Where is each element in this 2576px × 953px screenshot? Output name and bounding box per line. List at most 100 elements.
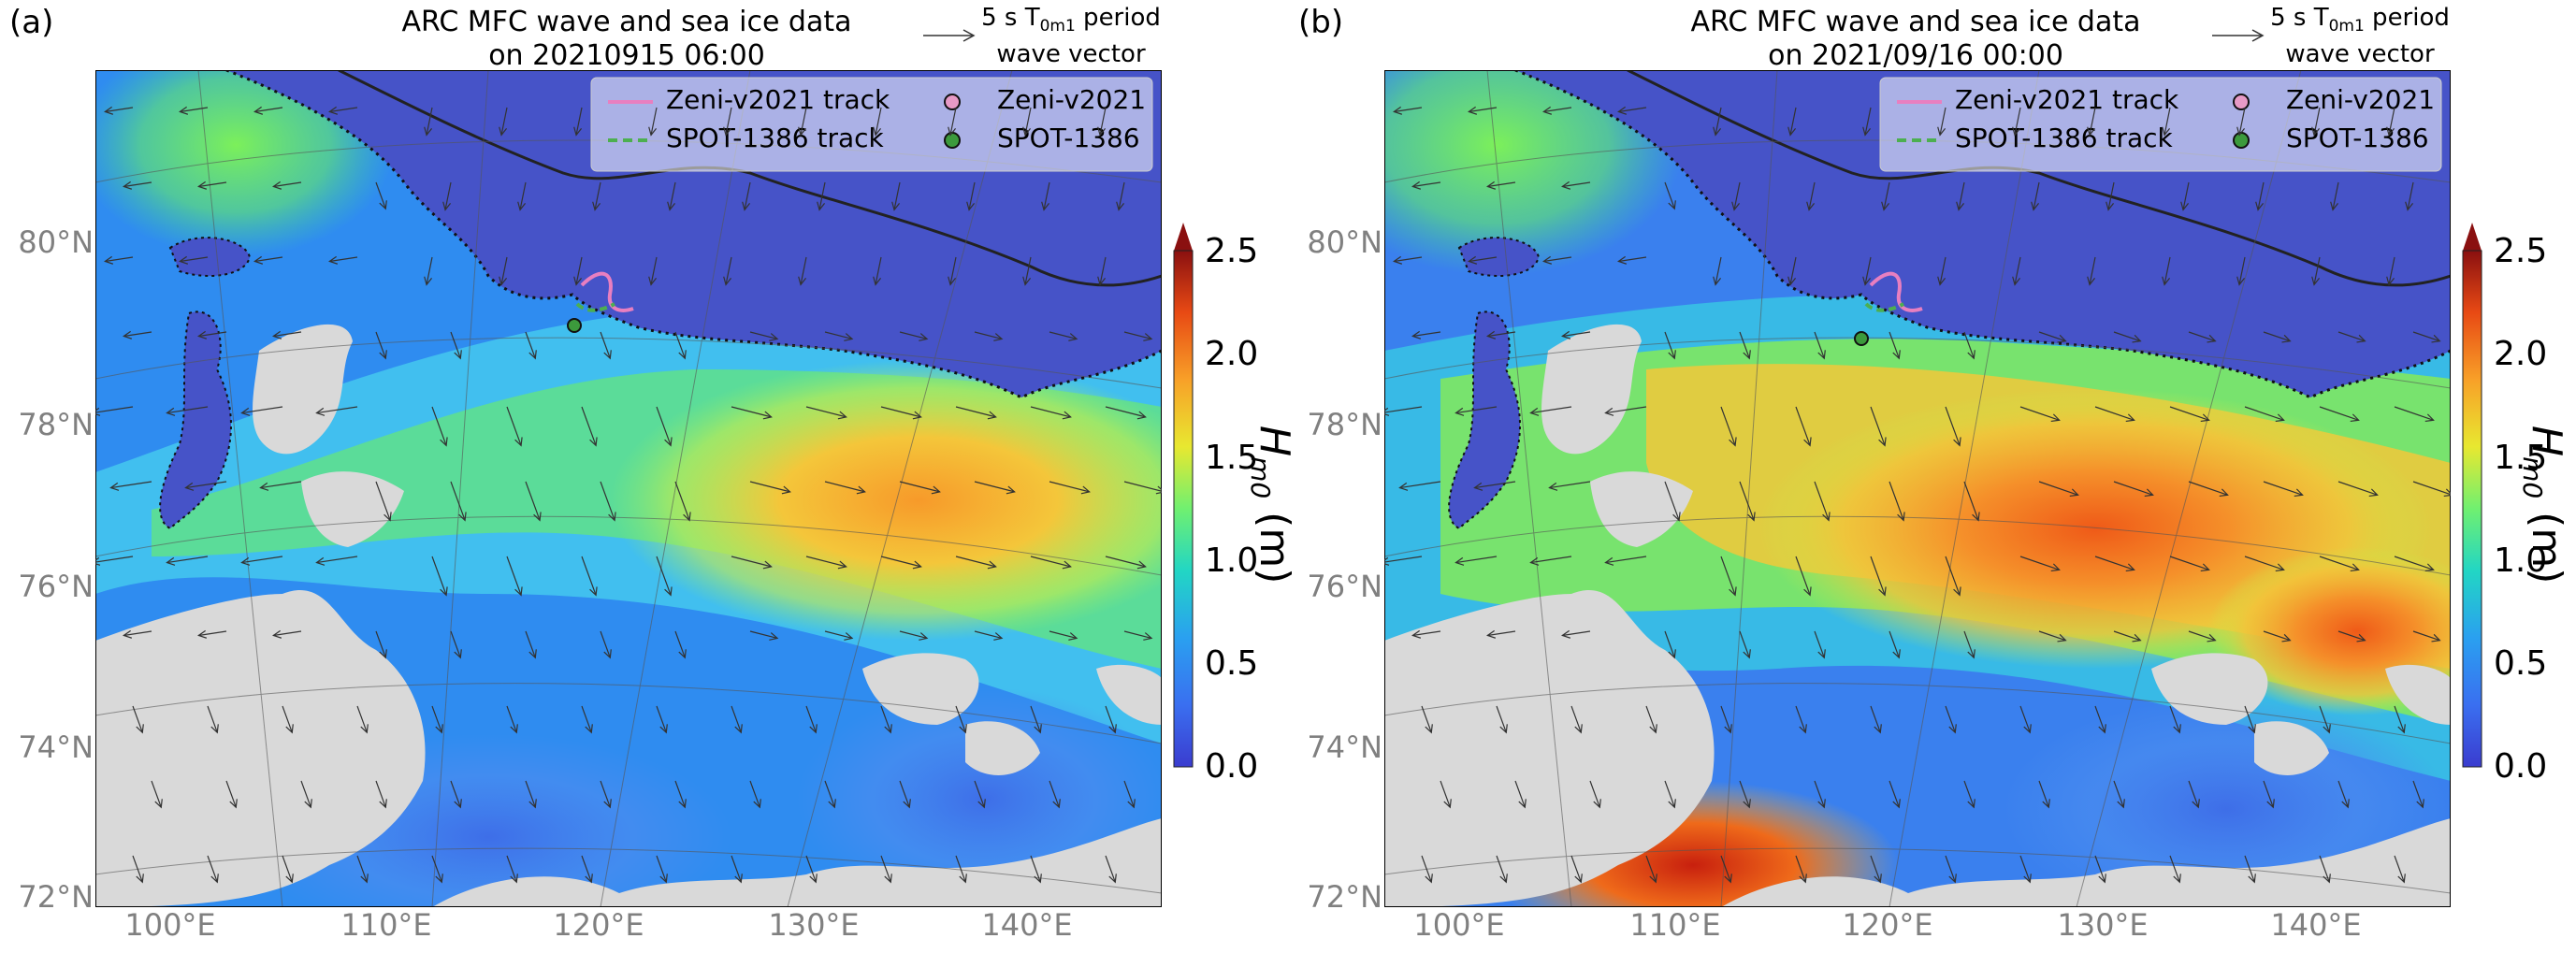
panel-a-wave-arrow-44 bbox=[272, 330, 302, 339]
panel-a-wave-arrow-14 bbox=[123, 180, 152, 190]
panel-b-wave-arrow-111 bbox=[2412, 630, 2441, 643]
panel-b-wave-arrow-16 bbox=[1561, 180, 1591, 190]
panel-a-wave-arrow-22 bbox=[742, 181, 751, 211]
panel-b-wave-arrow-137 bbox=[2263, 780, 2275, 809]
panel-a-ice-pocket-north bbox=[168, 237, 252, 277]
panel-b-wave-arrow-100 bbox=[1561, 629, 1591, 639]
panel-a-colorbar bbox=[1173, 223, 1194, 768]
panel-b-wave-arrow-127 bbox=[1514, 780, 1527, 809]
panel-b-wave-arrow-89 bbox=[1795, 556, 1812, 597]
panel-b-wave-arrow-4 bbox=[1713, 107, 1722, 137]
panel-a-wave-arrow-146 bbox=[581, 855, 593, 884]
panel-b-wave-arrow-49 bbox=[1963, 331, 1975, 360]
panel-a-wave-arrow-143 bbox=[356, 855, 369, 884]
panel-b-wave-arrow-118 bbox=[1870, 705, 1882, 734]
panel-b-wave-arrow-73 bbox=[1664, 481, 1681, 522]
panel-a-cb-tick-2.5: 2.5 bbox=[1205, 232, 1259, 270]
panel-a-wave-arrow-101 bbox=[375, 630, 387, 659]
panel-a-wave-arrow-76 bbox=[600, 481, 616, 522]
panel-a-wave-arrow-140 bbox=[132, 855, 144, 884]
panel-b-wave-arrow-105 bbox=[1963, 630, 1975, 659]
panel-b-wave-arrow-132 bbox=[1889, 780, 1901, 809]
panel-a-wave-arrow-25 bbox=[966, 181, 976, 211]
panel-a-land-east bbox=[1096, 664, 1162, 725]
panel-a-wave-arrow-131 bbox=[525, 780, 537, 809]
panel-a-wave-arrow-52 bbox=[899, 331, 929, 341]
panel-a-lon-100: 100°E bbox=[124, 907, 216, 943]
panel-a-wave-arrow-111 bbox=[1123, 630, 1153, 641]
panel-a-wave-arrow-42 bbox=[123, 330, 152, 339]
panel-b-colorbar bbox=[2462, 223, 2482, 768]
panel-b-cb-tick-1.0: 1.0 bbox=[2494, 541, 2548, 580]
panel-b-wave-arrow-21 bbox=[1956, 181, 1965, 211]
panel-b-wave-arrow-3 bbox=[1617, 106, 1647, 115]
panel-b-wave-arrow-58 bbox=[1529, 406, 1572, 416]
panel-b-lon-140: 140°E bbox=[2270, 907, 2362, 943]
panel-a-wv-text1: 5 s T bbox=[981, 4, 1040, 32]
panel-a-wave-arrow-69 bbox=[1105, 406, 1147, 420]
panel-b-wave-arrow-27 bbox=[2405, 181, 2414, 211]
panel-a-wave-arrow-142 bbox=[282, 855, 294, 884]
panel-a-wave-arrow-39 bbox=[948, 256, 957, 286]
panel-b-wave-arrow-78 bbox=[2038, 481, 2079, 498]
panel-b-wave-arrow-47 bbox=[1814, 331, 1826, 360]
panel-a-wave-arrow-104 bbox=[600, 630, 612, 659]
panel-a-wave-arrow-3 bbox=[328, 106, 358, 115]
panel-a-wave-arrow-145 bbox=[506, 855, 518, 884]
panel-b-wave-arrow-84 bbox=[1384, 556, 1423, 566]
panel-a-wave-arrow-72 bbox=[259, 481, 302, 491]
panel-b-cb-tick-2.5: 2.5 bbox=[2494, 232, 2548, 270]
panel-a-wave-arrow-0 bbox=[104, 106, 134, 115]
panel-b-wave-arrow-39 bbox=[2236, 256, 2246, 286]
panel-b-land-island bbox=[1590, 471, 1693, 547]
panel-b-legend bbox=[1879, 77, 2442, 172]
panel-b-wave-arrow-2 bbox=[1542, 106, 1572, 115]
panel-b-wave-arrow-146 bbox=[1870, 855, 1882, 884]
panel-b-wave-arrow-142 bbox=[1570, 855, 1583, 884]
panel-a-wave-arrow-8 bbox=[723, 107, 732, 137]
panel-b-letter: (b) bbox=[1298, 4, 1344, 41]
panel-a-wave-arrow-2 bbox=[253, 106, 283, 115]
panel-a-wave-arrow-23 bbox=[817, 181, 826, 211]
panel-a-wave-arrow-138 bbox=[1049, 780, 1061, 809]
panel-b-wave-arrow-13 bbox=[2386, 107, 2395, 137]
panel-b-wave-arrow-35 bbox=[1937, 256, 1946, 286]
panel-b-wave-arrow-40 bbox=[2311, 256, 2321, 286]
panel-b-wave-arrow-94 bbox=[2169, 556, 2210, 572]
panel-a-wave-arrow-110 bbox=[1049, 630, 1078, 641]
panel-a-wave-arrow-47 bbox=[525, 331, 537, 360]
panel-b-wave-arrow-135 bbox=[2113, 780, 2125, 809]
panel-b-wv-text1: 5 s T bbox=[2270, 4, 2329, 32]
panel-a-wave-arrow-77 bbox=[674, 481, 691, 522]
panel-a-cb-tick-2.0: 2.0 bbox=[1205, 335, 1259, 373]
panel-b-cb-tick-2.0: 2.0 bbox=[2494, 335, 2548, 373]
panel-b-wave-arrow-12 bbox=[2311, 107, 2321, 137]
panel-b-wave-arrow-71 bbox=[1473, 481, 1516, 491]
panel-a-legend-zeni-track: Zeni-v2021 track bbox=[666, 84, 890, 115]
panel-a-map bbox=[95, 70, 1162, 907]
panel-a-wave-arrow-89 bbox=[506, 556, 523, 597]
panel-a-wave-arrow-41 bbox=[1097, 256, 1107, 286]
panel-a-wave-arrow-112 bbox=[132, 705, 144, 734]
panel-a-wave-arrow-96 bbox=[1030, 556, 1072, 570]
panel-b-wave-arrow-61 bbox=[1795, 406, 1812, 447]
panel-a-wave-arrow-73 bbox=[375, 481, 392, 522]
panel-b-wave-arrow-0 bbox=[1393, 106, 1423, 115]
panel-a-wave-vectors bbox=[95, 106, 1162, 884]
panel-a-wave-arrow-151 bbox=[955, 855, 967, 884]
panel-b-wave-arrow-11 bbox=[2236, 107, 2246, 137]
panel-b-wave-arrow-38 bbox=[2162, 256, 2171, 286]
panel-a-wave-arrow-92 bbox=[731, 556, 773, 570]
panel-b-wave-arrow-19 bbox=[1806, 181, 1816, 211]
panel-b-wave-arrow-45 bbox=[1664, 331, 1676, 360]
panel-b-map bbox=[1384, 70, 2451, 907]
panel-b-wave-arrow-153 bbox=[2394, 855, 2406, 884]
panel-b-land-severnaya bbox=[1541, 324, 1642, 455]
panel-b-lat-72: 72°N bbox=[1307, 879, 1382, 915]
panel-a-wave-arrow-117 bbox=[506, 705, 518, 734]
panel-a-wave-arrow-70 bbox=[109, 481, 152, 491]
panel-a-wave-arrow-133 bbox=[674, 780, 687, 809]
panel-b-wave-arrow-121 bbox=[2094, 705, 2106, 734]
panel-b-wave-arrow-103 bbox=[1814, 630, 1826, 659]
panel-a-wave-arrow-80 bbox=[899, 481, 941, 495]
